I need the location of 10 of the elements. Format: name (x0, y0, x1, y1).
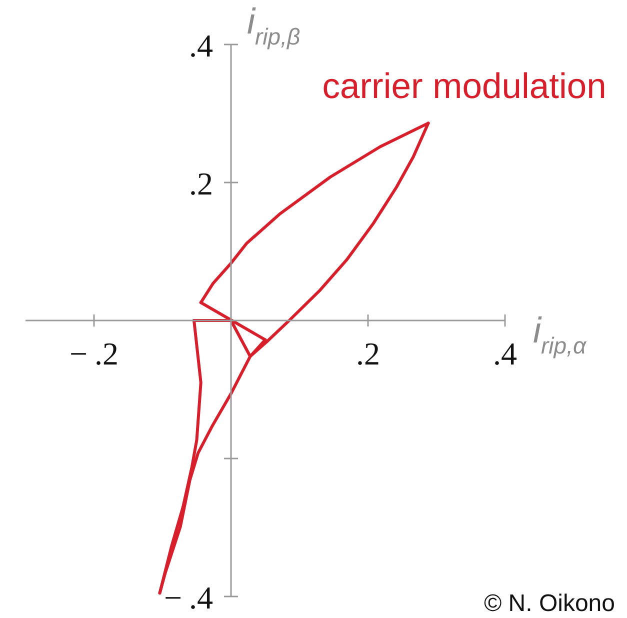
x-tick-label: .4 (493, 336, 517, 372)
series-label: carrier modulation (322, 66, 606, 106)
y-tick-label: .2 (189, 166, 213, 202)
y-tick-label: .4 (189, 28, 213, 64)
y-tick-label: −.4 (164, 580, 213, 616)
x-axis-title: i$_{rip,α}$ (533, 310, 587, 358)
y-axis-title: i$_{rip,β}$ (247, 0, 300, 50)
x-tick-label: .2 (356, 336, 380, 372)
x-tick-label: −.2 (69, 336, 119, 372)
annotation: © N. Oikono (484, 590, 615, 617)
